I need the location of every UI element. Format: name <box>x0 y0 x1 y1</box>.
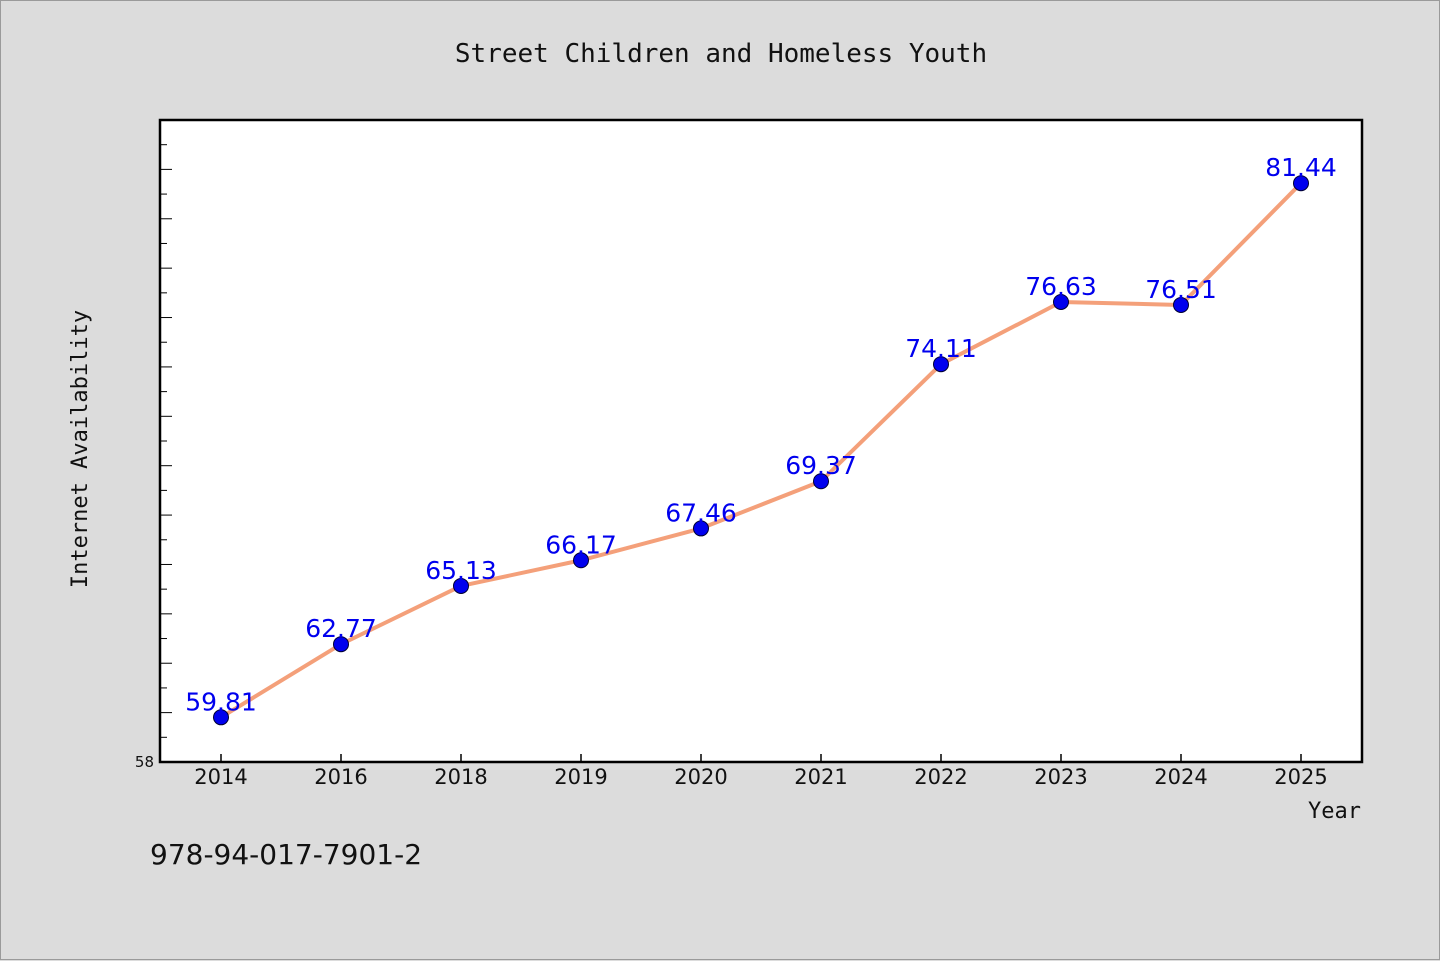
footer-code: 978-94-017-7901-2 <box>150 838 422 871</box>
data-labels: 59.81 62.77 65.13 66.17 67.46 69.37 74.11 76.63… <box>185 153 1337 716</box>
x-tick-label: 2021 <box>794 765 847 789</box>
data-label: 76.63 <box>1025 272 1097 301</box>
x-tick-label: 2016 <box>314 765 367 789</box>
x-tick-label: 2023 <box>1034 765 1087 789</box>
y-axis-label: Internet Availability <box>68 310 93 588</box>
data-label: 62.77 <box>305 614 377 643</box>
data-point <box>813 473 829 490</box>
data-label: 65.13 <box>425 556 497 585</box>
series-markers <box>213 175 1309 726</box>
data-label: 66.17 <box>545 530 617 559</box>
data-point <box>1293 175 1309 192</box>
x-axis-label: Year <box>1308 799 1361 824</box>
chart-title: Street Children and Homeless Youth <box>455 39 987 69</box>
x-axis-tick-labels: 2014 2016 2018 2019 2020 2021 2022 2023 2024 2025 <box>194 765 1327 789</box>
data-label: 76.51 <box>1145 275 1217 304</box>
data-label: 74.11 <box>905 334 977 363</box>
y-tick-label-min: 58 <box>135 753 154 771</box>
data-label: 67.46 <box>665 498 737 527</box>
plot-area <box>158 118 1364 764</box>
data-point <box>453 577 469 594</box>
data-point <box>933 356 949 373</box>
x-tick-label: 2024 <box>1154 765 1207 789</box>
y-axis-ticks <box>160 119 172 763</box>
x-tick-label: 2018 <box>434 765 487 789</box>
series-line <box>219 181 1303 720</box>
data-point <box>333 636 349 653</box>
data-point <box>213 709 229 726</box>
data-point <box>1173 296 1189 313</box>
x-tick-label: 2019 <box>554 765 607 789</box>
data-label: 81.44 <box>1265 153 1337 182</box>
data-label: 69.37 <box>785 451 857 480</box>
data-point <box>1053 293 1069 310</box>
x-tick-label: 2020 <box>674 765 727 789</box>
data-point <box>573 552 589 569</box>
x-tick-label: 2014 <box>194 765 247 789</box>
x-tick-label: 2022 <box>914 765 967 789</box>
data-point <box>693 520 709 537</box>
data-label: 59.81 <box>185 687 257 716</box>
x-axis-ticks <box>220 754 1302 762</box>
x-tick-label: 2025 <box>1274 765 1327 789</box>
